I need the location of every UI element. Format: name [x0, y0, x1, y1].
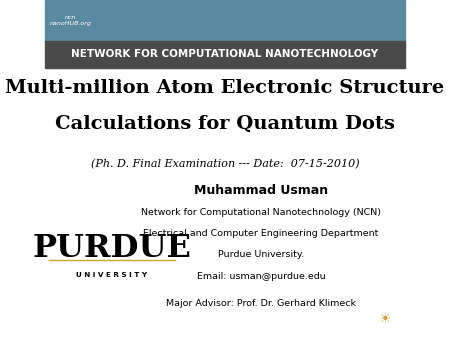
Text: Multi-million Atom Electronic Structure: Multi-million Atom Electronic Structure: [5, 79, 445, 97]
Text: NETWORK FOR COMPUTATIONAL NANOTECHNOLOGY: NETWORK FOR COMPUTATIONAL NANOTECHNOLOGY: [72, 49, 378, 59]
Text: PURDUE: PURDUE: [32, 233, 191, 264]
Bar: [45, 0, 405, 41]
Text: Network for Computational Nanotechnology (NCN): Network for Computational Nanotechnology…: [141, 208, 381, 217]
Text: ☀: ☀: [379, 312, 392, 327]
Text: Major Advisor: Prof. Dr. Gerhard Klimeck: Major Advisor: Prof. Dr. Gerhard Klimeck: [166, 299, 356, 308]
Text: Muhammad Usman: Muhammad Usman: [194, 185, 328, 197]
Text: Email: usman@purdue.edu: Email: usman@purdue.edu: [197, 272, 325, 281]
Text: Purdue University.: Purdue University.: [218, 250, 304, 259]
Text: (Ph. D. Final Examination --- Date:  07-15-2010): (Ph. D. Final Examination --- Date: 07-1…: [91, 159, 359, 169]
Text: Calculations for Quantum Dots: Calculations for Quantum Dots: [55, 114, 395, 132]
Text: ncn
nanoHUB.org: ncn nanoHUB.org: [50, 15, 91, 26]
Bar: [45, 41, 405, 68]
Text: Electrical and Computer Engineering Department: Electrical and Computer Engineering Depa…: [143, 229, 378, 238]
Text: U N I V E R S I T Y: U N I V E R S I T Y: [76, 272, 147, 278]
